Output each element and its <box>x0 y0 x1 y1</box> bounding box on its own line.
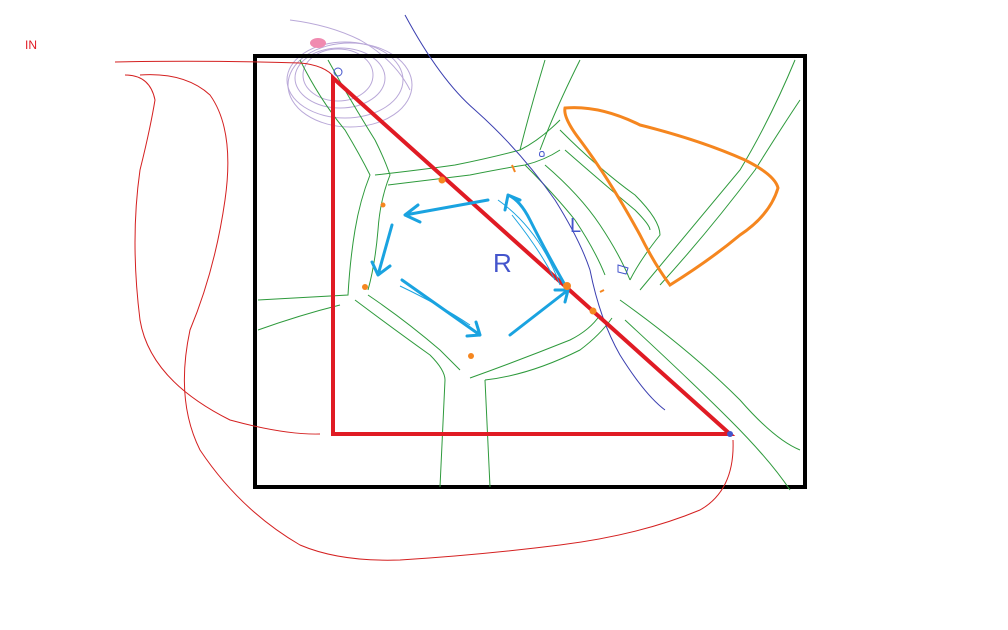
pink-blob <box>310 38 326 48</box>
arrow-bottom-right <box>508 288 570 337</box>
dot-marker <box>511 164 516 173</box>
navy-stroke <box>404 14 666 411</box>
arrow-top-left <box>403 198 490 224</box>
map-frame <box>253 54 807 489</box>
dark-blue-marks <box>333 67 629 275</box>
arrow-left <box>370 223 394 277</box>
dot-marker <box>362 284 368 290</box>
lavender-scribble <box>286 19 413 128</box>
end-dot <box>727 431 733 437</box>
dot-marker <box>563 282 571 290</box>
dot-marker <box>380 202 386 208</box>
in-label: IN <box>25 38 37 52</box>
dot-marker <box>589 307 597 315</box>
dot-marker <box>438 176 446 184</box>
blue-arrows-thin <box>399 199 561 326</box>
arrow-bottom <box>400 278 482 338</box>
dot-marker <box>599 289 605 293</box>
thin-red-route <box>114 60 734 561</box>
region-label-l: L <box>570 215 581 237</box>
blue-arrows <box>370 193 570 338</box>
region-label-r: R <box>493 248 512 278</box>
road-network <box>257 59 801 491</box>
red-triangle <box>331 73 736 436</box>
dot-marker <box>468 353 474 359</box>
orange-loop <box>563 106 780 288</box>
orange-markers <box>362 164 605 359</box>
arrow-right <box>503 193 567 287</box>
